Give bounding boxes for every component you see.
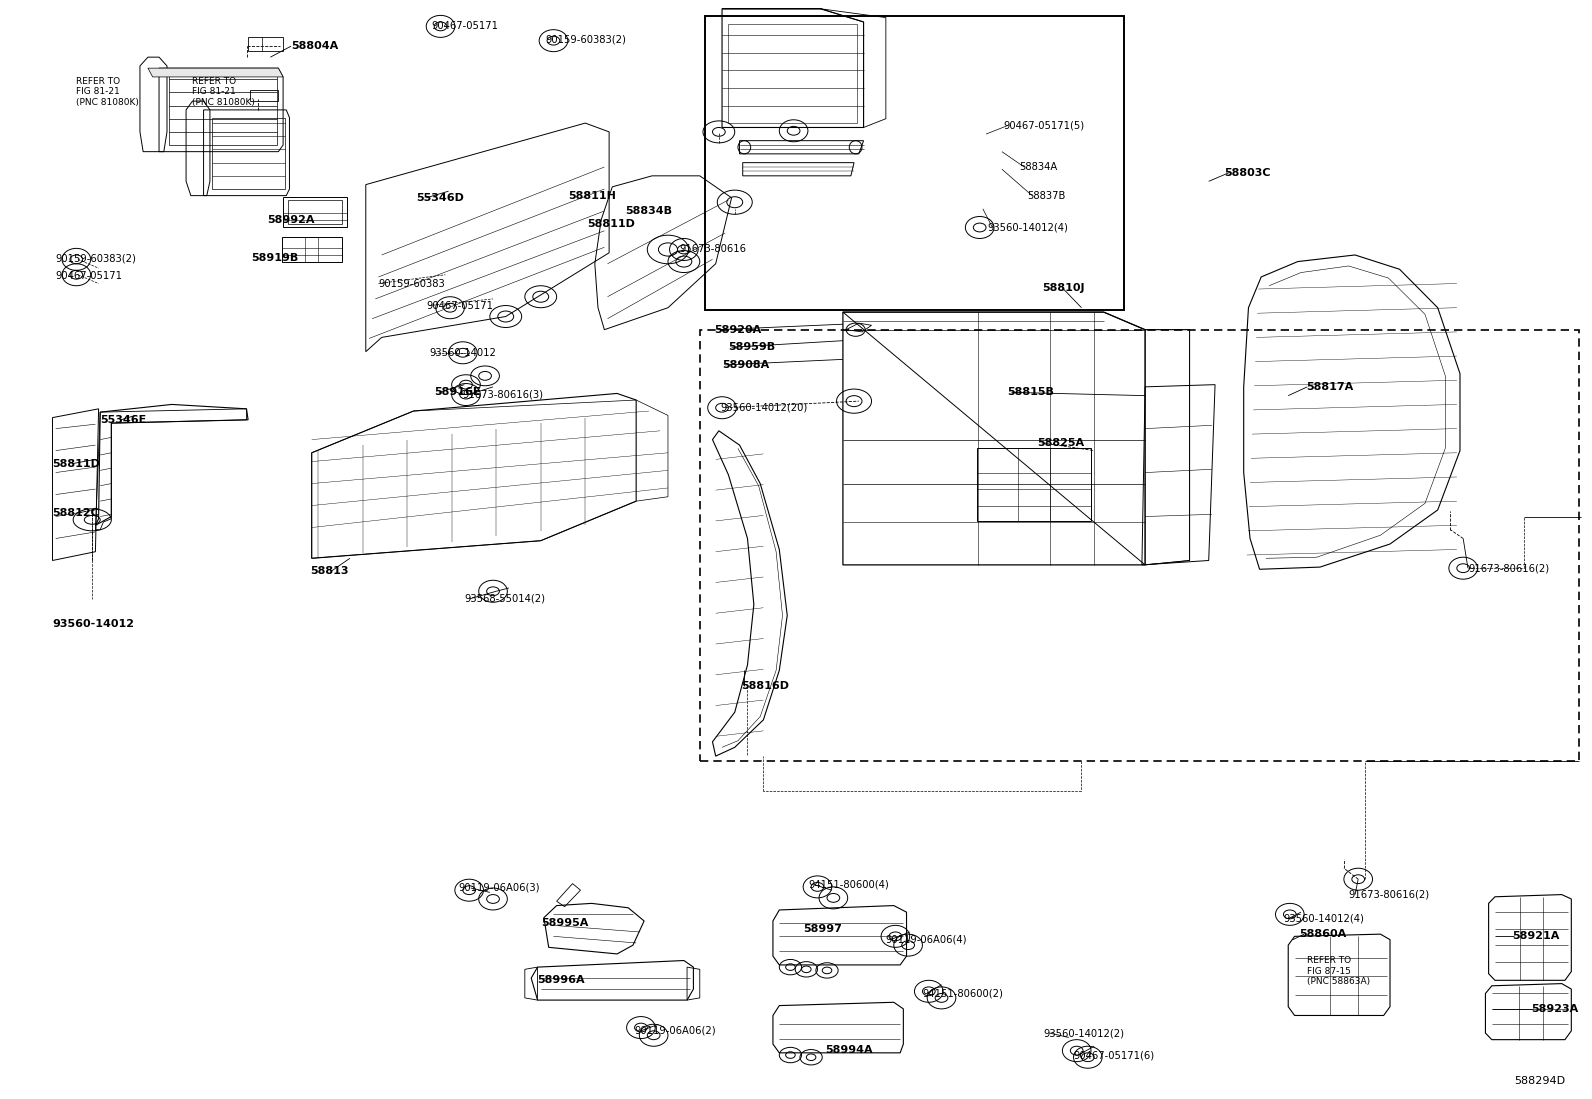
Text: 90467-05171(6): 90467-05171(6) — [1073, 1050, 1154, 1061]
Text: 90119-06A06(2): 90119-06A06(2) — [635, 1025, 716, 1036]
Text: 58919B: 58919B — [252, 253, 299, 264]
Text: REFER TO
FIG 87-15
(PNC 58863A): REFER TO FIG 87-15 (PNC 58863A) — [1307, 956, 1371, 986]
Text: 55346E: 55346E — [100, 414, 146, 425]
Text: 58834A: 58834A — [1019, 162, 1057, 173]
Text: 58813: 58813 — [310, 566, 349, 577]
Text: 58825A: 58825A — [1036, 437, 1084, 448]
Text: 58994A: 58994A — [825, 1044, 872, 1055]
Text: 58810J: 58810J — [1041, 282, 1084, 293]
Text: 58921A: 58921A — [1512, 931, 1560, 942]
Text: 58804A: 58804A — [291, 41, 338, 52]
Text: 58811H: 58811H — [568, 190, 616, 201]
Text: 90467-05171: 90467-05171 — [427, 300, 494, 311]
Text: 58995A: 58995A — [541, 918, 587, 929]
Text: 58992A: 58992A — [267, 214, 315, 225]
Text: 58816D: 58816D — [742, 680, 790, 691]
Text: 90159-60383(2): 90159-60383(2) — [546, 34, 626, 45]
Text: 91673-80616: 91673-80616 — [680, 244, 747, 255]
Text: 58812C: 58812C — [53, 508, 99, 519]
Bar — [169, 75, 277, 145]
Text: 58803C: 58803C — [1224, 167, 1270, 178]
Text: 94151-80600(4): 94151-80600(4) — [807, 879, 888, 890]
Text: 58908A: 58908A — [723, 359, 769, 370]
Text: 90467-05171(5): 90467-05171(5) — [1003, 120, 1084, 131]
Text: 93568-55014(2): 93568-55014(2) — [465, 593, 546, 604]
Polygon shape — [148, 68, 283, 77]
Text: 58959B: 58959B — [729, 342, 775, 353]
Text: 91673-80616(2): 91673-80616(2) — [1468, 563, 1549, 574]
Text: 58916E: 58916E — [435, 387, 481, 398]
Text: 93560-14012(4): 93560-14012(4) — [1283, 913, 1364, 924]
Text: 588294D: 588294D — [1514, 1076, 1565, 1086]
Text: 93560-14012: 93560-14012 — [53, 619, 134, 630]
Text: 90467-05171: 90467-05171 — [431, 21, 498, 32]
Bar — [705, 16, 1124, 310]
Text: 58815B: 58815B — [1006, 387, 1054, 398]
Bar — [212, 118, 285, 189]
Bar — [288, 200, 342, 224]
Text: 93560-14012(2): 93560-14012(2) — [1043, 1028, 1124, 1039]
Bar — [283, 197, 347, 227]
Text: 58923A: 58923A — [1532, 1003, 1579, 1014]
Text: REFER TO
FIG 81-21
(PNC 81080K): REFER TO FIG 81-21 (PNC 81080K) — [76, 77, 139, 107]
Text: 90119-06A06(3): 90119-06A06(3) — [458, 882, 540, 893]
Text: 58920A: 58920A — [715, 324, 761, 335]
Text: 55346D: 55346D — [417, 192, 465, 203]
Text: REFER TO
FIG 81-21
(PNC 81080K): REFER TO FIG 81-21 (PNC 81080K) — [193, 77, 255, 107]
Text: 90159-60383(2): 90159-60383(2) — [56, 253, 137, 264]
Text: 58811D: 58811D — [53, 458, 100, 469]
Text: 94151-80600(2): 94151-80600(2) — [922, 988, 1003, 999]
Text: 58834B: 58834B — [626, 206, 672, 217]
Bar — [700, 330, 1579, 761]
Text: 90159-60383: 90159-60383 — [379, 278, 446, 289]
Bar — [282, 237, 342, 262]
Text: 93560-14012(4): 93560-14012(4) — [987, 222, 1068, 233]
Text: 91673-80616(3): 91673-80616(3) — [463, 389, 544, 400]
Text: 90119-06A06(4): 90119-06A06(4) — [885, 934, 968, 945]
Text: 58811D: 58811D — [587, 219, 635, 230]
Text: 58837B: 58837B — [1027, 190, 1065, 201]
Text: 93560-14012(20): 93560-14012(20) — [721, 402, 807, 413]
Bar — [250, 90, 279, 101]
Text: 58997: 58997 — [802, 923, 842, 934]
Text: 58817A: 58817A — [1305, 381, 1353, 392]
Text: 90467-05171: 90467-05171 — [56, 270, 123, 281]
Bar — [248, 37, 283, 51]
Text: 93560-14012: 93560-14012 — [430, 347, 497, 358]
Text: 58996A: 58996A — [538, 975, 586, 986]
Text: 58860A: 58860A — [1299, 929, 1347, 940]
Text: 91673-80616(2): 91673-80616(2) — [1348, 889, 1430, 900]
Bar — [976, 448, 1091, 521]
Bar — [729, 24, 856, 123]
